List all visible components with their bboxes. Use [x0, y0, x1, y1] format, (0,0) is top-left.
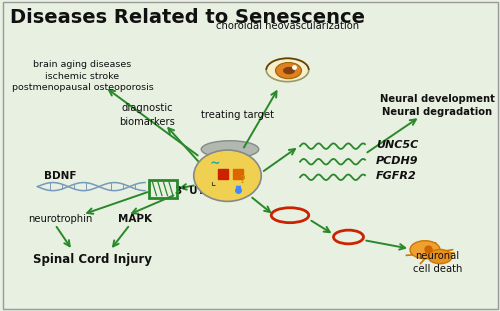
Ellipse shape [194, 150, 261, 202]
Ellipse shape [266, 58, 309, 81]
Text: treating target: treating target [201, 110, 274, 120]
Circle shape [276, 63, 301, 79]
Circle shape [283, 67, 295, 74]
Text: neurotrophin: neurotrophin [28, 214, 92, 224]
Text: ?: ? [240, 175, 246, 185]
Text: BDNF: BDNF [44, 171, 76, 181]
Text: Diseases Related to Senescence: Diseases Related to Senescence [10, 8, 365, 27]
Ellipse shape [201, 141, 259, 158]
Text: UNC5C: UNC5C [376, 140, 418, 150]
Text: Neural development
Neural degradation: Neural development Neural degradation [380, 94, 495, 117]
Ellipse shape [271, 208, 309, 223]
Ellipse shape [334, 230, 364, 244]
Text: PCDH9: PCDH9 [376, 156, 418, 166]
Text: Spinal Cord Injury: Spinal Cord Injury [33, 253, 152, 266]
Text: neuronal
cell death: neuronal cell death [413, 251, 462, 274]
Text: ⌞: ⌞ [210, 177, 215, 187]
Text: p53: p53 [338, 232, 359, 242]
Ellipse shape [428, 249, 452, 264]
Text: choroidal neovascularization: choroidal neovascularization [216, 21, 359, 31]
Text: diagnostic
biomarkers: diagnostic biomarkers [120, 104, 176, 127]
Text: FGFR2: FGFR2 [376, 171, 417, 181]
Ellipse shape [410, 241, 440, 259]
Text: PKM2: PKM2 [274, 210, 306, 220]
Text: 3' UTR: 3' UTR [175, 186, 213, 196]
Text: MAPK: MAPK [118, 214, 152, 224]
Text: ~: ~ [210, 157, 220, 170]
Text: brain aging diseases
ischemic stroke
postmenopausal osteoporosis: brain aging diseases ischemic stroke pos… [12, 60, 154, 92]
